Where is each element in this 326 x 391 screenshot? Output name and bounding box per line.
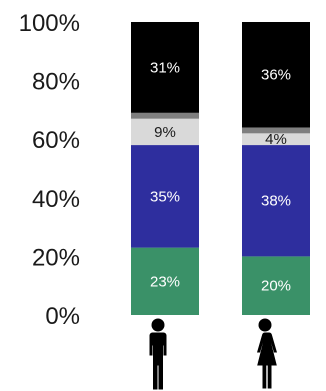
data-label: 38% (261, 193, 291, 210)
data-label: 9% (154, 124, 176, 141)
bar-segment (242, 22, 310, 128)
female-person-icon (257, 318, 277, 389)
bars (131, 22, 310, 315)
bar-segment (242, 127, 310, 134)
bar-segment (131, 112, 199, 119)
data-label: 20% (261, 278, 291, 295)
data-labels: 23% 35% 9% 31% 20% 38% 4% 36% (150, 59, 291, 294)
bar-segment (242, 133, 310, 146)
y-tick-label: 0% (45, 303, 80, 330)
bar-segment (131, 145, 199, 248)
data-label: 35% (150, 188, 180, 205)
bar-segment (242, 145, 310, 257)
bar-segment (242, 256, 310, 315)
y-tick-label: 40% (32, 186, 80, 213)
bar-segment (131, 118, 199, 146)
y-tick-label: 80% (32, 69, 80, 96)
data-label: 36% (261, 67, 291, 84)
y-tick-label: 100% (19, 10, 80, 37)
bar-segment (131, 22, 199, 113)
y-tick-label: 20% (32, 244, 80, 271)
y-tick-label: 60% (32, 127, 80, 154)
data-label: 23% (150, 273, 180, 290)
male-person-icon (149, 318, 167, 390)
data-label: 31% (150, 59, 180, 76)
y-axis: 0% 20% 40% 60% 80% 100% (19, 10, 80, 330)
data-label: 4% (265, 131, 287, 148)
bar-segment (131, 247, 199, 315)
